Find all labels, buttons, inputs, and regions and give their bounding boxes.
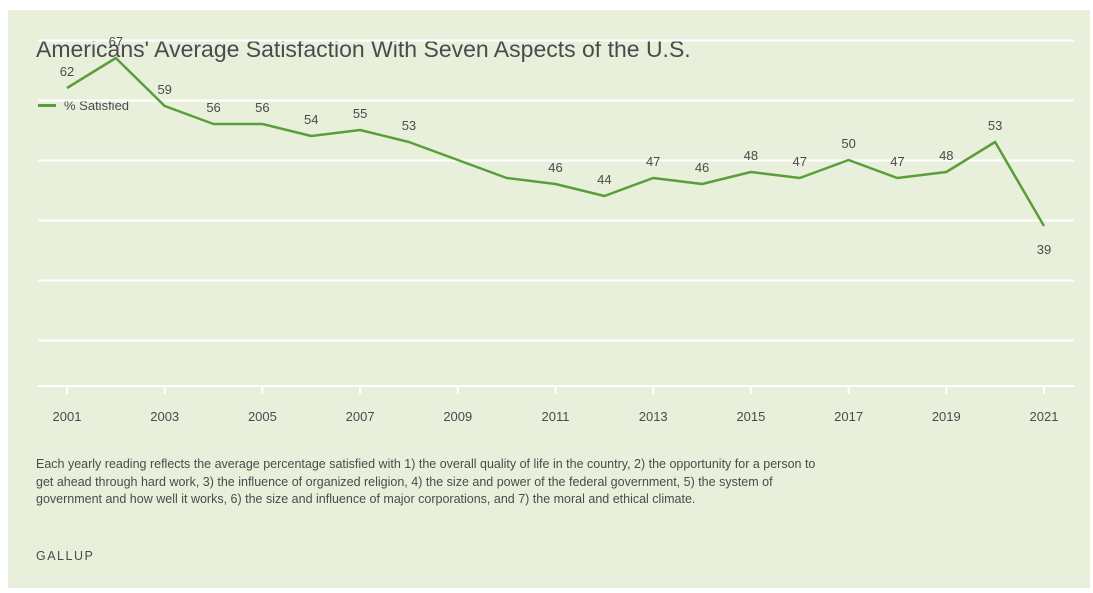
legend-swatch bbox=[38, 104, 56, 107]
data-label: 47 bbox=[646, 154, 660, 169]
x-tick-label: 2003 bbox=[150, 409, 179, 424]
data-label: 48 bbox=[939, 148, 953, 163]
x-tick-label: 2011 bbox=[542, 409, 570, 424]
x-tick-label: 2015 bbox=[736, 409, 765, 424]
data-label: 47 bbox=[793, 154, 807, 169]
data-label: 56 bbox=[206, 100, 220, 115]
data-label: 47 bbox=[890, 154, 904, 169]
x-tick-label: 2019 bbox=[932, 409, 961, 424]
x-tick-label: 2009 bbox=[443, 409, 472, 424]
data-label: 50 bbox=[841, 136, 855, 151]
x-tick-label: 2005 bbox=[248, 409, 277, 424]
data-label: 54 bbox=[304, 112, 318, 127]
data-label: 55 bbox=[353, 106, 367, 121]
source-label: GALLUP bbox=[36, 549, 95, 563]
data-label: 62 bbox=[60, 64, 74, 79]
series-line-satisfied bbox=[66, 56, 1046, 227]
legend: % Satisfied bbox=[38, 98, 129, 113]
series-line-layer bbox=[66, 56, 1046, 227]
chart-note: Each yearly reading reflects the average… bbox=[36, 457, 816, 506]
x-tick-label: 2017 bbox=[834, 409, 863, 424]
data-label: 46 bbox=[548, 160, 562, 175]
data-label: 53 bbox=[988, 118, 1002, 133]
x-tick-label: 2013 bbox=[639, 409, 668, 424]
data-label: 53 bbox=[402, 118, 416, 133]
data-label: 46 bbox=[695, 160, 709, 175]
line-chart: 62 67 59 56 56 54 55 53 46 44 47 46 48 47 50 47 48 53 39 2… bbox=[38, 34, 1074, 424]
legend-label: % Satisfied bbox=[64, 98, 130, 113]
x-tick-label: 2001 bbox=[53, 409, 82, 424]
gridlines bbox=[38, 39, 1074, 387]
x-tick-label: 2021 bbox=[1030, 409, 1059, 424]
data-labels: 62 67 59 56 56 54 55 53 46 44 47 46 48 47 50 47 48 53 39 bbox=[60, 34, 1051, 257]
x-tick-label: 2007 bbox=[346, 409, 375, 424]
x-axis: 2001 2003 2005 2007 2009 2011 2013 2015 2017 2019… bbox=[53, 386, 1059, 424]
chart-card: Americans' Average Satisfaction With Sev… bbox=[8, 10, 1090, 588]
data-label: 59 bbox=[157, 82, 171, 97]
data-label: 44 bbox=[597, 172, 611, 187]
data-label: 67 bbox=[109, 34, 123, 49]
data-label: 56 bbox=[255, 100, 269, 115]
data-label: 39 bbox=[1037, 242, 1051, 257]
data-label: 48 bbox=[744, 148, 758, 163]
